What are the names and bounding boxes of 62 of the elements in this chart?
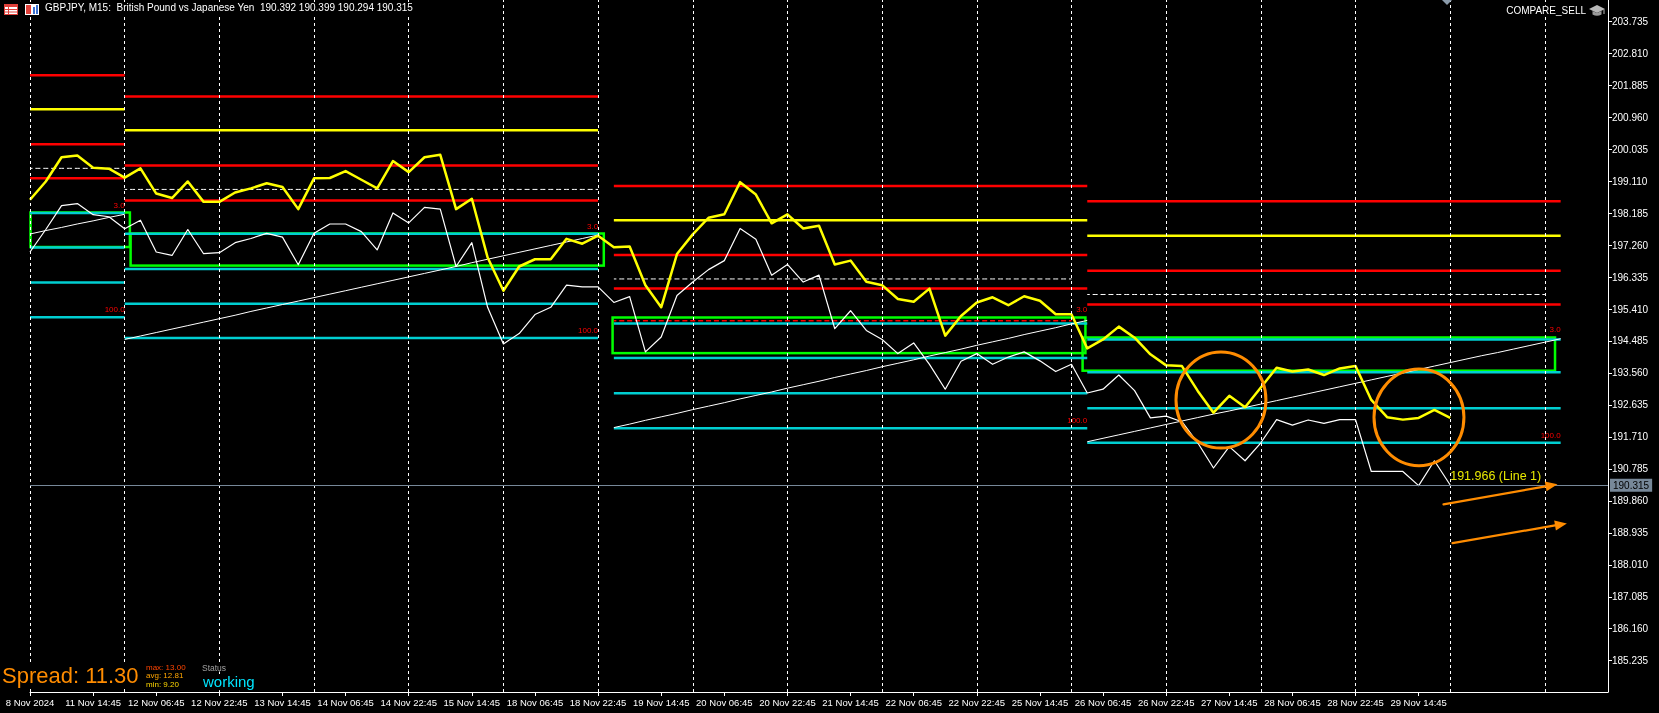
y-tick-label: 195.410 [1612, 303, 1649, 315]
annotation: 191.966 (Line 1) [1450, 469, 1542, 484]
x-tick-label: 15 Nov 14:45 [443, 696, 501, 708]
y-tick-label: 191.710 [1612, 431, 1649, 443]
annotation: 3.0 [1076, 304, 1088, 314]
annotation: max: 13.00 [146, 662, 186, 672]
y-tick-label: 187.085 [1612, 591, 1649, 603]
x-tick-label: 18 Nov 06:45 [506, 696, 564, 708]
x-tick-label: 20 Nov 22:45 [759, 696, 816, 708]
y-tick-label: 188.010 [1612, 559, 1649, 571]
y-tick-label: 199.110 [1612, 175, 1648, 187]
y-tick-label: 190.785 [1612, 463, 1649, 475]
x-tick-label: 13 Nov 14:45 [254, 696, 311, 708]
x-tick-label: 12 Nov 22:45 [191, 696, 248, 708]
y-tick-label: 194.485 [1612, 335, 1649, 347]
y-tick-label: 192.635 [1612, 399, 1649, 411]
annotation: working [203, 673, 255, 691]
x-tick-label: 11 Nov 14:45 [65, 696, 122, 708]
annotation: 3.0 [1549, 324, 1561, 335]
x-tick-label: 21 Nov 14:45 [822, 696, 879, 708]
annotation: 3.0 [586, 221, 599, 231]
x-tick-label: 22 Nov 22:45 [948, 696, 1006, 708]
y-tick-label: 185.235 [1612, 655, 1649, 667]
y-tick-label: 198.185 [1612, 207, 1649, 219]
x-tick-label: 25 Nov 14:45 [1011, 696, 1069, 708]
annotation: Spread: 11.30 [2, 663, 139, 689]
x-tick-label: 28 Nov 06:45 [1264, 696, 1321, 708]
annotation: 100.0 [104, 304, 125, 315]
x-tick-label: 26 Nov 22:45 [1137, 696, 1195, 708]
x-tick-label: 20 Nov 06:45 [696, 696, 753, 708]
annotation: min: 9.20 [146, 679, 179, 690]
y-tick-label: 189.860 [1612, 495, 1649, 507]
y-tick-label: 196.335 [1612, 271, 1649, 283]
annotation: Status [202, 662, 227, 673]
y-tick-label: 188.935 [1612, 527, 1649, 539]
x-tick-label: 22 Nov 06:45 [885, 696, 942, 708]
y-tick-label: 186.160 [1612, 623, 1649, 635]
x-tick-label: 27 Nov 14:45 [1201, 696, 1258, 708]
ref-line-label: 190.315 [1613, 479, 1650, 491]
annotation: COMPARE_SELL [1506, 4, 1586, 16]
y-tick-label: 203.735 [1612, 15, 1649, 27]
x-tick-label: 12 Nov 06:45 [127, 696, 185, 708]
y-tick-label: 197.260 [1612, 239, 1649, 251]
chart-title: GBPJPY, M15: British Pound vs Japanese Yen 190.392 190.399 190.294 190.315 [45, 2, 413, 14]
x-tick-label: 14 Nov 22:45 [380, 696, 437, 708]
y-tick-label: 193.560 [1612, 367, 1649, 379]
y-tick-label: 200.960 [1612, 111, 1649, 123]
annotation: 100.0 [578, 325, 599, 336]
y-tick-label: 201.885 [1612, 79, 1649, 91]
annotation: 100.0 [1067, 415, 1088, 426]
x-tick-label: 8 Nov 2024 [5, 696, 55, 708]
x-tick-label: 18 Nov 22:45 [569, 696, 627, 708]
x-tick-label: 28 Nov 22:45 [1327, 696, 1384, 708]
x-tick-label: 14 Nov 06:45 [317, 696, 374, 708]
annotation: 3.0 [113, 200, 125, 210]
x-tick-label: 29 Nov 14:45 [1390, 696, 1447, 708]
y-tick-label: 202.810 [1612, 47, 1649, 59]
x-tick-label: 26 Nov 06:45 [1074, 696, 1132, 708]
annotation: avg: 12.81 [146, 670, 184, 681]
annotation: 100.0 [1540, 430, 1561, 440]
y-tick-label: 200.035 [1612, 143, 1649, 155]
x-tick-label: 19 Nov 14:45 [632, 696, 690, 708]
